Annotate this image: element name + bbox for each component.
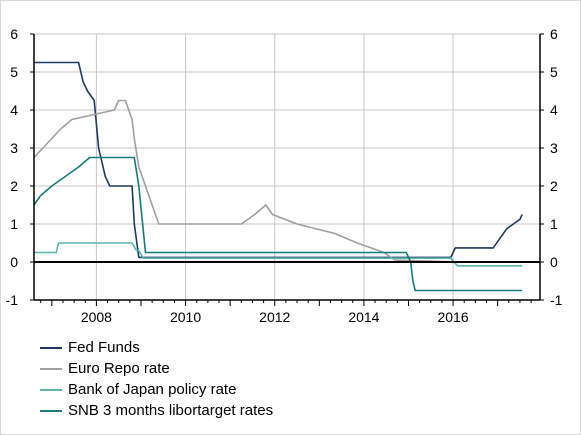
- series-line-1: [33, 99, 523, 263]
- series-line-2: [34, 242, 523, 267]
- y-tick-label-left: 4: [10, 102, 18, 118]
- legend-item-fed-funds: Fed Funds: [38, 337, 273, 358]
- y-tick-label-right: 6: [550, 26, 558, 42]
- y-tick-label-left: 3: [10, 140, 18, 156]
- x-tick-label: 2014: [348, 309, 379, 325]
- legend-label: Fed Funds: [68, 339, 140, 356]
- legend-item-euro-repo-rate: Euro Repo rate: [38, 358, 273, 379]
- legend-swatch: [40, 368, 62, 370]
- legend-swatch: [40, 389, 62, 391]
- y-tick-label-right: 5: [550, 64, 558, 80]
- legend-swatch: [40, 410, 62, 412]
- x-tick-label: 2008: [81, 309, 112, 325]
- y-tick-label-right: 3: [550, 140, 558, 156]
- legend-label: SNB 3 months libortarget rates: [68, 402, 274, 419]
- series-line-3: [33, 156, 523, 292]
- y-tick-label-left: -1: [6, 292, 19, 308]
- series-layer: [33, 61, 523, 292]
- legend-item-boj-policy-rate: Bank of Japan policy rate: [38, 379, 273, 400]
- x-tick-label: 2016: [437, 309, 468, 325]
- y-tick-label-right: 2: [550, 178, 558, 194]
- legend-label: Bank of Japan policy rate: [68, 381, 237, 398]
- y-tick-label-left: 1: [10, 216, 18, 232]
- x-tick-label: 2010: [170, 309, 201, 325]
- axes: [30, 33, 544, 306]
- y-tick-label-left: 5: [10, 64, 18, 80]
- y-tick-label-right: 0: [550, 254, 558, 270]
- legend: Fed Funds Euro Repo rate Bank of Japan p…: [38, 337, 273, 421]
- y-tick-label-left: 2: [10, 178, 18, 194]
- y-tick-label-left: 6: [10, 26, 18, 42]
- grid: [34, 33, 540, 301]
- x-tick-label: 2012: [259, 309, 290, 325]
- y-tick-label-right: -1: [550, 292, 563, 308]
- tick-labels: -1 -1 0 0 1 1 2 2 3 3 4 4 5 5 6 6 2008 2010 2012 2014 2016: [6, 26, 563, 325]
- legend-swatch: [40, 347, 62, 349]
- legend-item-snb-libor-target: SNB 3 months libortarget rates: [38, 400, 273, 421]
- legend-label: Euro Repo rate: [68, 360, 170, 377]
- y-tick-label-left: 0: [10, 254, 18, 270]
- y-tick-label-right: 1: [550, 216, 558, 232]
- y-tick-label-right: 4: [550, 102, 558, 118]
- series-line-0: [34, 61, 523, 259]
